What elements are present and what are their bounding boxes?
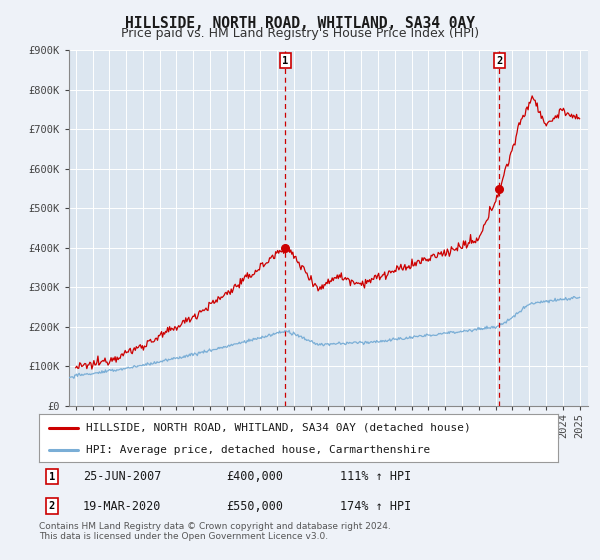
Text: 1: 1 — [49, 472, 55, 482]
Text: Contains HM Land Registry data © Crown copyright and database right 2024.
This d: Contains HM Land Registry data © Crown c… — [39, 522, 391, 542]
Text: 2: 2 — [496, 56, 502, 66]
Text: HPI: Average price, detached house, Carmarthenshire: HPI: Average price, detached house, Carm… — [86, 445, 430, 455]
Text: Price paid vs. HM Land Registry's House Price Index (HPI): Price paid vs. HM Land Registry's House … — [121, 27, 479, 40]
Text: HILLSIDE, NORTH ROAD, WHITLAND, SA34 0AY (detached house): HILLSIDE, NORTH ROAD, WHITLAND, SA34 0AY… — [86, 423, 470, 433]
Text: 25-JUN-2007: 25-JUN-2007 — [83, 470, 161, 483]
Text: HILLSIDE, NORTH ROAD, WHITLAND, SA34 0AY: HILLSIDE, NORTH ROAD, WHITLAND, SA34 0AY — [125, 16, 475, 31]
Text: 19-MAR-2020: 19-MAR-2020 — [83, 500, 161, 513]
Text: 174% ↑ HPI: 174% ↑ HPI — [340, 500, 411, 513]
Text: 1: 1 — [282, 56, 289, 66]
Text: £400,000: £400,000 — [226, 470, 283, 483]
Text: 111% ↑ HPI: 111% ↑ HPI — [340, 470, 411, 483]
Text: 2: 2 — [49, 501, 55, 511]
Text: £550,000: £550,000 — [226, 500, 283, 513]
